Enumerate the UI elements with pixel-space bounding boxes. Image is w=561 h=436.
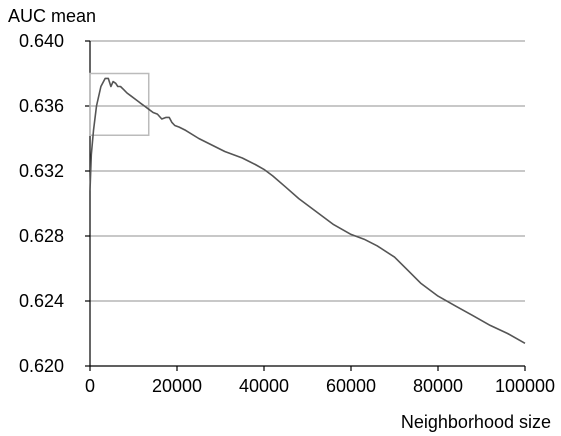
x-tick-label: 100000	[495, 376, 555, 396]
y-axis-ticks: 0.620 0.624 0.628 0.632 0.636 0.640	[19, 31, 90, 376]
x-tick-label: 40000	[239, 376, 289, 396]
x-tick-label: 60000	[326, 376, 376, 396]
y-tick-label: 0.636	[19, 96, 64, 116]
y-tick-label: 0.620	[19, 356, 64, 376]
y-tick-label: 0.624	[19, 291, 64, 311]
highlight-box	[89, 72, 150, 136]
y-tick-label: 0.632	[19, 161, 64, 181]
auc-series-line	[89, 77, 526, 344]
y-tick-label: 0.640	[19, 31, 64, 51]
x-tick-label: 0	[85, 376, 95, 396]
y-axis-title: AUC mean	[8, 6, 96, 26]
x-tick-label: 20000	[152, 376, 202, 396]
grid-lines	[90, 40, 525, 302]
y-tick-label: 0.628	[19, 226, 64, 246]
x-tick-label: 80000	[413, 376, 463, 396]
x-axis-title: Neighborhood size	[401, 412, 551, 432]
x-axis-ticks: 0 20000 40000 60000 80000 100000	[85, 366, 555, 396]
